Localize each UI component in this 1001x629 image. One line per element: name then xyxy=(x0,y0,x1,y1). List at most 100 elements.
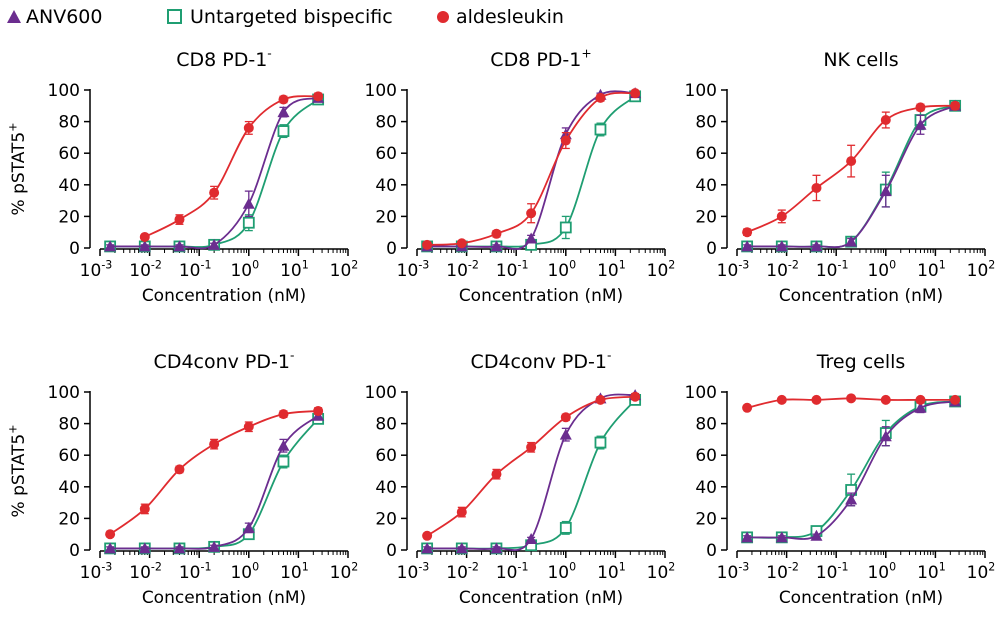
point-aldesleukin xyxy=(950,394,961,405)
point-aldesleukin xyxy=(630,391,641,402)
x-tick-label: 10-2 xyxy=(446,560,479,583)
x-tick-label: 101 xyxy=(917,560,946,583)
x-tick-label: 102 xyxy=(647,258,676,281)
point-anv600 xyxy=(845,235,858,247)
point-aldesleukin xyxy=(595,92,606,103)
y-tick-label: 20 xyxy=(695,509,717,529)
circle-marker-icon xyxy=(437,11,449,23)
x-tick-label: 10-2 xyxy=(129,258,162,281)
y-tick-label: 80 xyxy=(695,113,717,133)
point-aldesleukin xyxy=(630,88,641,99)
point-aldesleukin xyxy=(526,208,537,219)
point-untargeted-bispecific xyxy=(242,216,255,229)
x-tick-label: 10-1 xyxy=(179,560,212,583)
point-aldesleukin xyxy=(278,409,289,420)
point-aldesleukin xyxy=(742,227,753,238)
x-tick-label: 101 xyxy=(280,560,309,583)
y-tick-label: 60 xyxy=(58,446,80,466)
y-tick-label: 20 xyxy=(375,207,397,227)
point-aldesleukin xyxy=(915,102,926,113)
y-tick-label: 20 xyxy=(695,207,717,227)
x-tick-label: 100 xyxy=(867,560,896,583)
curve-untargeted-bispecific xyxy=(427,95,636,248)
y-tick-label: 80 xyxy=(58,415,80,435)
point-anv600 xyxy=(810,240,823,252)
curve-untargeted-bispecific xyxy=(427,399,636,550)
x-axis-label: Concentration (nM) xyxy=(779,286,943,306)
curve-untargeted-bispecific xyxy=(110,98,319,248)
y-tick-label: 60 xyxy=(375,446,397,466)
point-aldesleukin xyxy=(915,394,926,405)
point-aldesleukin xyxy=(811,182,822,193)
x-tick-label: 101 xyxy=(917,258,946,281)
point-aldesleukin xyxy=(491,228,502,239)
y-tick-label: 100 xyxy=(365,383,397,403)
point-anv600 xyxy=(741,240,754,252)
y-tick-label: 20 xyxy=(58,509,80,529)
point-untargeted-bispecific xyxy=(594,123,607,136)
point-untargeted-bispecific xyxy=(277,455,290,468)
point-anv600 xyxy=(525,232,538,244)
chart-title: CD4conv PD-1- xyxy=(154,348,295,373)
x-tick-label: 101 xyxy=(597,258,626,281)
point-aldesleukin xyxy=(209,439,220,450)
chart-title: Treg cells xyxy=(816,351,906,373)
y-tick-label: 80 xyxy=(375,415,397,435)
x-axis-label: Concentration (nM) xyxy=(459,286,623,306)
point-aldesleukin xyxy=(243,421,254,432)
y-tick-label: 0 xyxy=(706,239,717,259)
chart-panel-treg-cells: Treg cells 0 20 40 60 80 100 10-3 10-2 10-1 100 101… xyxy=(685,351,996,608)
point-anv600 xyxy=(138,240,151,252)
y-tick-label: 40 xyxy=(58,478,80,498)
point-anv600 xyxy=(138,542,151,554)
curve-aldesleukin xyxy=(144,95,319,238)
point-anv600 xyxy=(490,240,503,252)
x-tick-label: 10-1 xyxy=(496,258,529,281)
x-tick-label: 10-2 xyxy=(766,258,799,281)
point-aldesleukin xyxy=(776,394,787,405)
point-anv600 xyxy=(490,542,503,554)
curve-anv600 xyxy=(427,90,636,250)
curve-aldesleukin xyxy=(109,410,319,535)
y-tick-label: 0 xyxy=(706,541,717,561)
point-aldesleukin xyxy=(560,135,571,146)
y-tick-label: 100 xyxy=(48,81,80,101)
chart-title: CD4conv PD-1- xyxy=(471,348,612,373)
legend-label: ANV600 xyxy=(26,6,103,28)
point-aldesleukin xyxy=(422,239,433,250)
x-tick-label: 100 xyxy=(547,560,576,583)
point-anv600 xyxy=(277,106,290,118)
y-tick-label: 80 xyxy=(695,415,717,435)
y-tick-label: 100 xyxy=(685,383,717,403)
point-anv600 xyxy=(845,493,858,505)
point-aldesleukin xyxy=(560,412,571,423)
x-tick-label: 100 xyxy=(547,258,576,281)
point-anv600 xyxy=(914,401,927,413)
x-tick-label: 10-3 xyxy=(80,258,113,281)
point-aldesleukin xyxy=(811,394,822,405)
point-aldesleukin xyxy=(742,402,753,413)
y-tick-label: 40 xyxy=(695,176,717,196)
point-anv600 xyxy=(559,428,572,440)
point-aldesleukin xyxy=(139,231,150,242)
x-tick-label: 10-3 xyxy=(80,560,113,583)
point-aldesleukin xyxy=(243,122,254,133)
curve-anv600 xyxy=(110,414,319,550)
point-anv600 xyxy=(810,529,823,541)
curve-anv600 xyxy=(427,393,636,552)
x-tick-label: 10-3 xyxy=(397,258,430,281)
chart-panel-nk-cells: NK cells 0 20 40 60 80 100 10-3 10-2 10-1 100 101 10… xyxy=(685,49,996,306)
y-tick-label: 0 xyxy=(69,239,80,259)
y-tick-label: 60 xyxy=(695,144,717,164)
x-tick-label: 10-3 xyxy=(397,560,430,583)
curve-anv600 xyxy=(110,97,319,250)
point-anv600 xyxy=(455,542,468,554)
chart-title: CD8 PD-1+ xyxy=(490,46,591,71)
point-aldesleukin xyxy=(313,405,324,416)
x-tick-label: 10-2 xyxy=(766,560,799,583)
x-tick-label: 10-3 xyxy=(717,560,750,583)
open-square-marker-icon xyxy=(167,9,182,24)
point-aldesleukin xyxy=(174,464,185,475)
curve-untargeted-bispecific xyxy=(747,400,956,539)
y-tick-label: 100 xyxy=(365,81,397,101)
